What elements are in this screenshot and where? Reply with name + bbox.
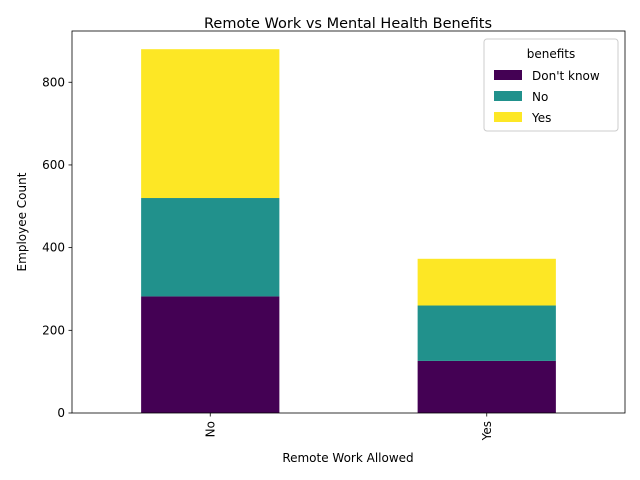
x-tick-label: No (203, 421, 217, 437)
bar-segment-no-0 (141, 296, 280, 413)
legend-entry-label: No (532, 90, 548, 104)
legend-swatch (494, 91, 522, 101)
legend-title: benefits (527, 47, 576, 61)
legend-swatch (494, 70, 522, 80)
x-tick-label: Yes (480, 421, 494, 441)
legend-entry-label: Yes (531, 111, 551, 125)
chart-title: Remote Work vs Mental Health Benefits (204, 16, 492, 32)
bar-segment-no-1 (141, 198, 280, 297)
y-tick-label: 400 (42, 241, 65, 255)
y-tick-label: 800 (42, 75, 65, 89)
x-axis-label: Remote Work Allowed (282, 451, 413, 465)
y-axis-label: Employee Count (15, 172, 29, 271)
y-tick-label: 200 (42, 323, 65, 337)
y-tick-label: 600 (42, 158, 65, 172)
legend: benefits Don't know No Yes (483, 38, 619, 132)
bars-group (141, 49, 556, 413)
legend-box (483, 38, 619, 132)
bar-segment-yes-0 (417, 360, 556, 413)
bar-segment-yes-2 (417, 258, 556, 306)
bar-segment-yes-1 (417, 305, 556, 361)
bar-segment-no-2 (141, 49, 280, 199)
axes-group: 0 200 400 600 800 No Yes (42, 30, 626, 441)
plot-frame (71, 30, 626, 414)
legend-swatch (494, 112, 522, 122)
y-tick-label: 0 (57, 406, 65, 420)
legend-entry-label: Don't know (532, 69, 600, 83)
